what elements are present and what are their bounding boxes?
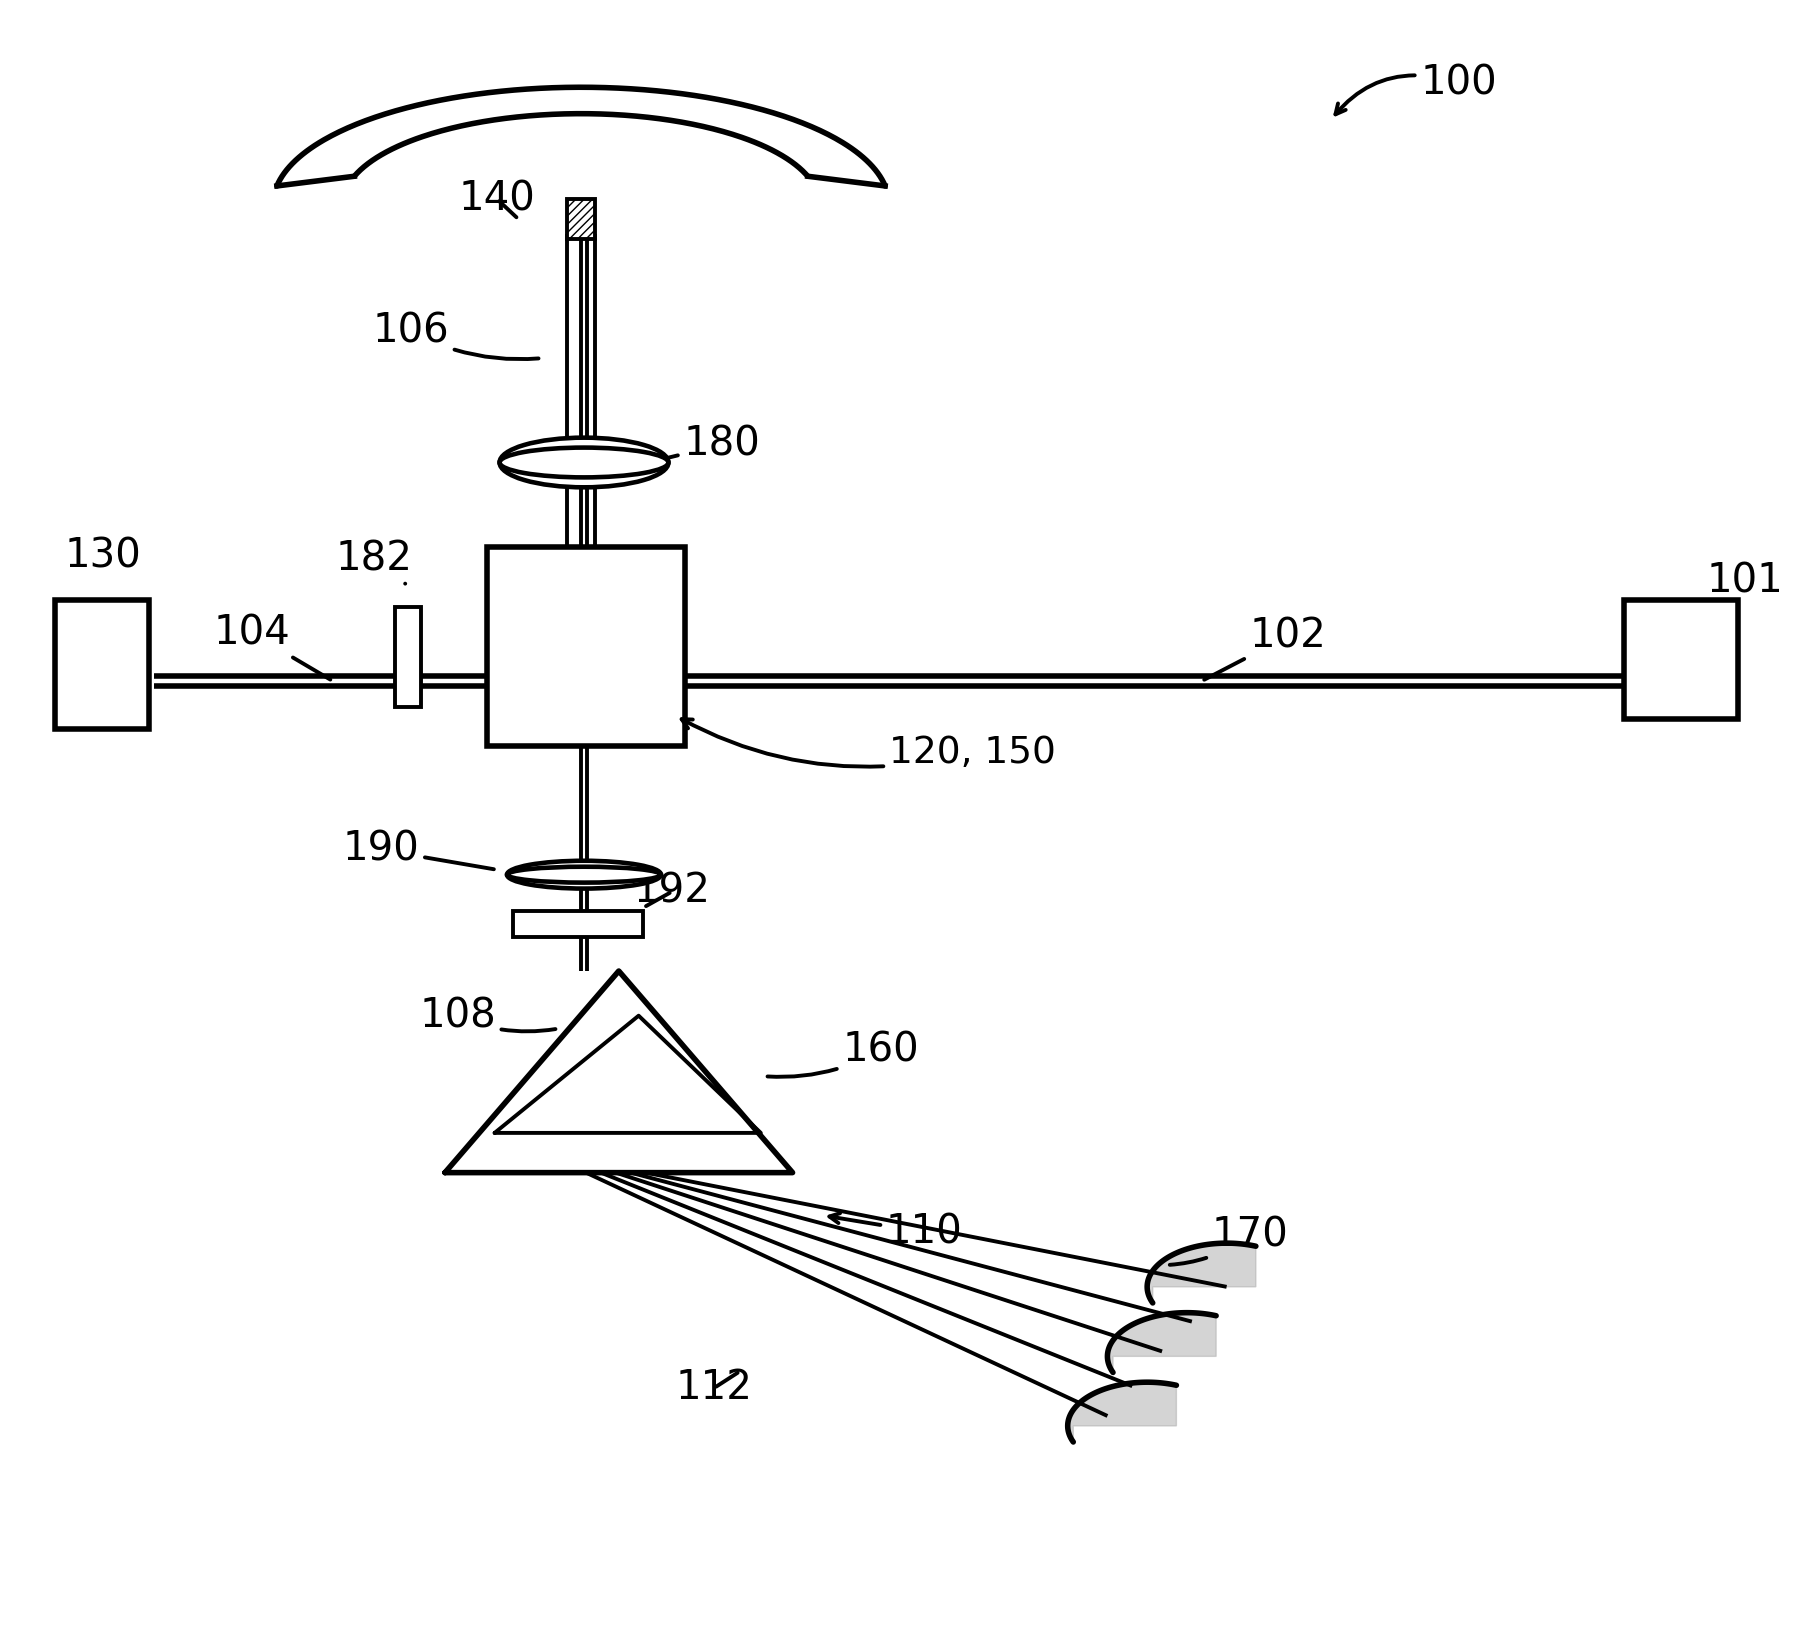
Text: 182: 182 [336,540,413,583]
Bar [1624,600,1739,719]
Ellipse shape [499,438,668,487]
Bar [514,912,643,937]
Text: 120, 150: 120, 150 [682,719,1056,770]
Text: 170: 170 [1169,1216,1288,1265]
Text: 110: 110 [830,1213,963,1252]
Text: 102: 102 [1205,616,1325,679]
Ellipse shape [506,861,661,889]
Polygon shape [1148,1244,1255,1303]
Text: 100: 100 [1336,63,1496,114]
Bar [568,200,594,240]
Bar [54,600,149,729]
Text: 104: 104 [214,613,330,679]
Polygon shape [1067,1383,1176,1442]
Text: 106: 106 [372,311,539,358]
Text: 130: 130 [65,537,142,577]
Text: 140: 140 [458,180,535,220]
Text: 160: 160 [767,1031,920,1077]
Text: 192: 192 [634,872,711,912]
Text: 112: 112 [675,1368,753,1408]
Text: 180: 180 [643,425,760,464]
Bar [395,608,420,707]
Bar [487,547,686,745]
Polygon shape [1108,1313,1216,1373]
Text: 101: 101 [1706,562,1783,601]
Text: 190: 190 [343,829,494,871]
Text: 108: 108 [418,996,555,1037]
